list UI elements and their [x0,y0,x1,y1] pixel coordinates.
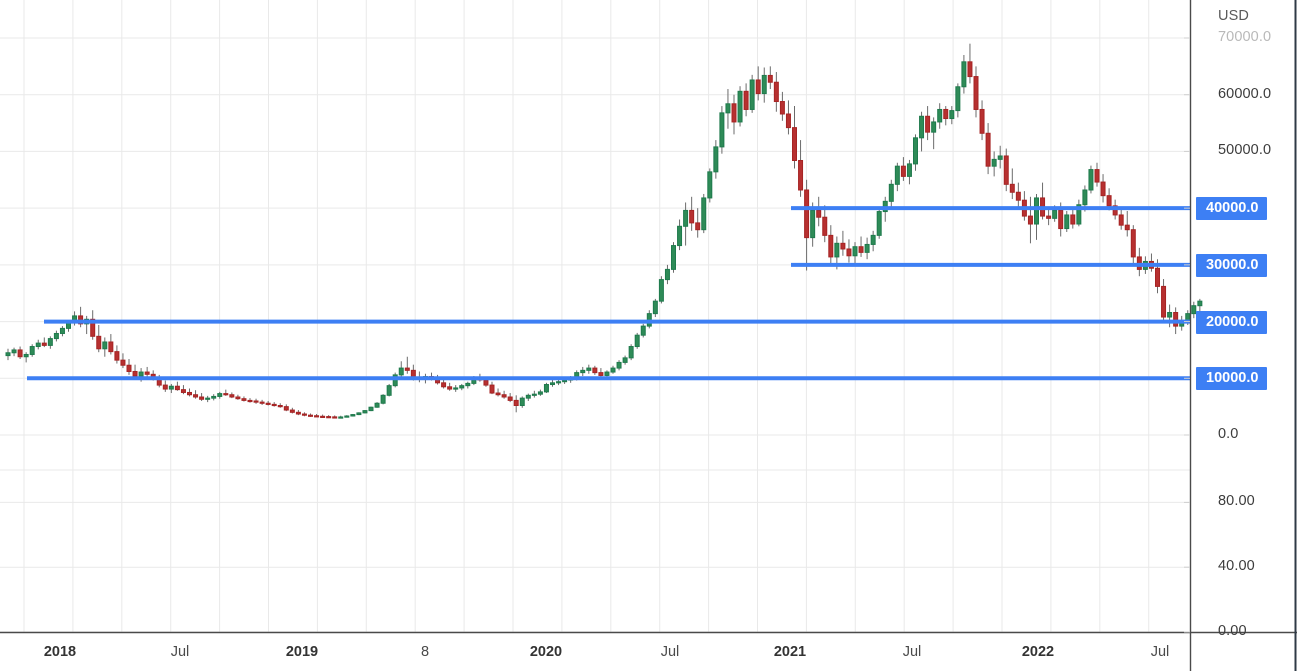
price-tick-label: 0.0 [1218,426,1239,442]
price-level-tag[interactable]: 10000.0 [1196,367,1268,391]
time-tick-month: Jul [1150,644,1170,660]
time-tick-year: 2021 [773,644,807,660]
indicator-tick-label: 80.00 [1218,493,1255,510]
price-axis-unit: USD [1218,8,1249,24]
price-tick-label: 50000.0 [1218,142,1272,159]
price-tick-label: 60000.0 [1218,85,1272,102]
time-tick-month: 8 [420,644,430,660]
time-tick-month: Jul [902,644,922,660]
price-level-tag[interactable]: 20000.0 [1196,310,1268,334]
indicator-tick-label: 0.00 [1218,623,1247,639]
time-tick-year: 2019 [285,644,319,660]
indicator-tick-label: 40.00 [1218,558,1255,575]
price-level-tag[interactable]: 30000.0 [1196,253,1268,277]
time-tick-month: Jul [660,644,680,660]
price-tick-label: 70000.0 [1218,29,1272,45]
time-tick-year: 2020 [529,644,563,660]
candle-series [5,43,1203,419]
horizontal-level-lines[interactable] [27,206,1190,381]
time-tick-year: 2018 [43,644,77,660]
time-tick-month: Jul [170,644,190,660]
price-level-tag[interactable]: 40000.0 [1196,197,1268,221]
time-tick-year: 2022 [1021,644,1055,660]
grid-lines [0,0,1190,633]
